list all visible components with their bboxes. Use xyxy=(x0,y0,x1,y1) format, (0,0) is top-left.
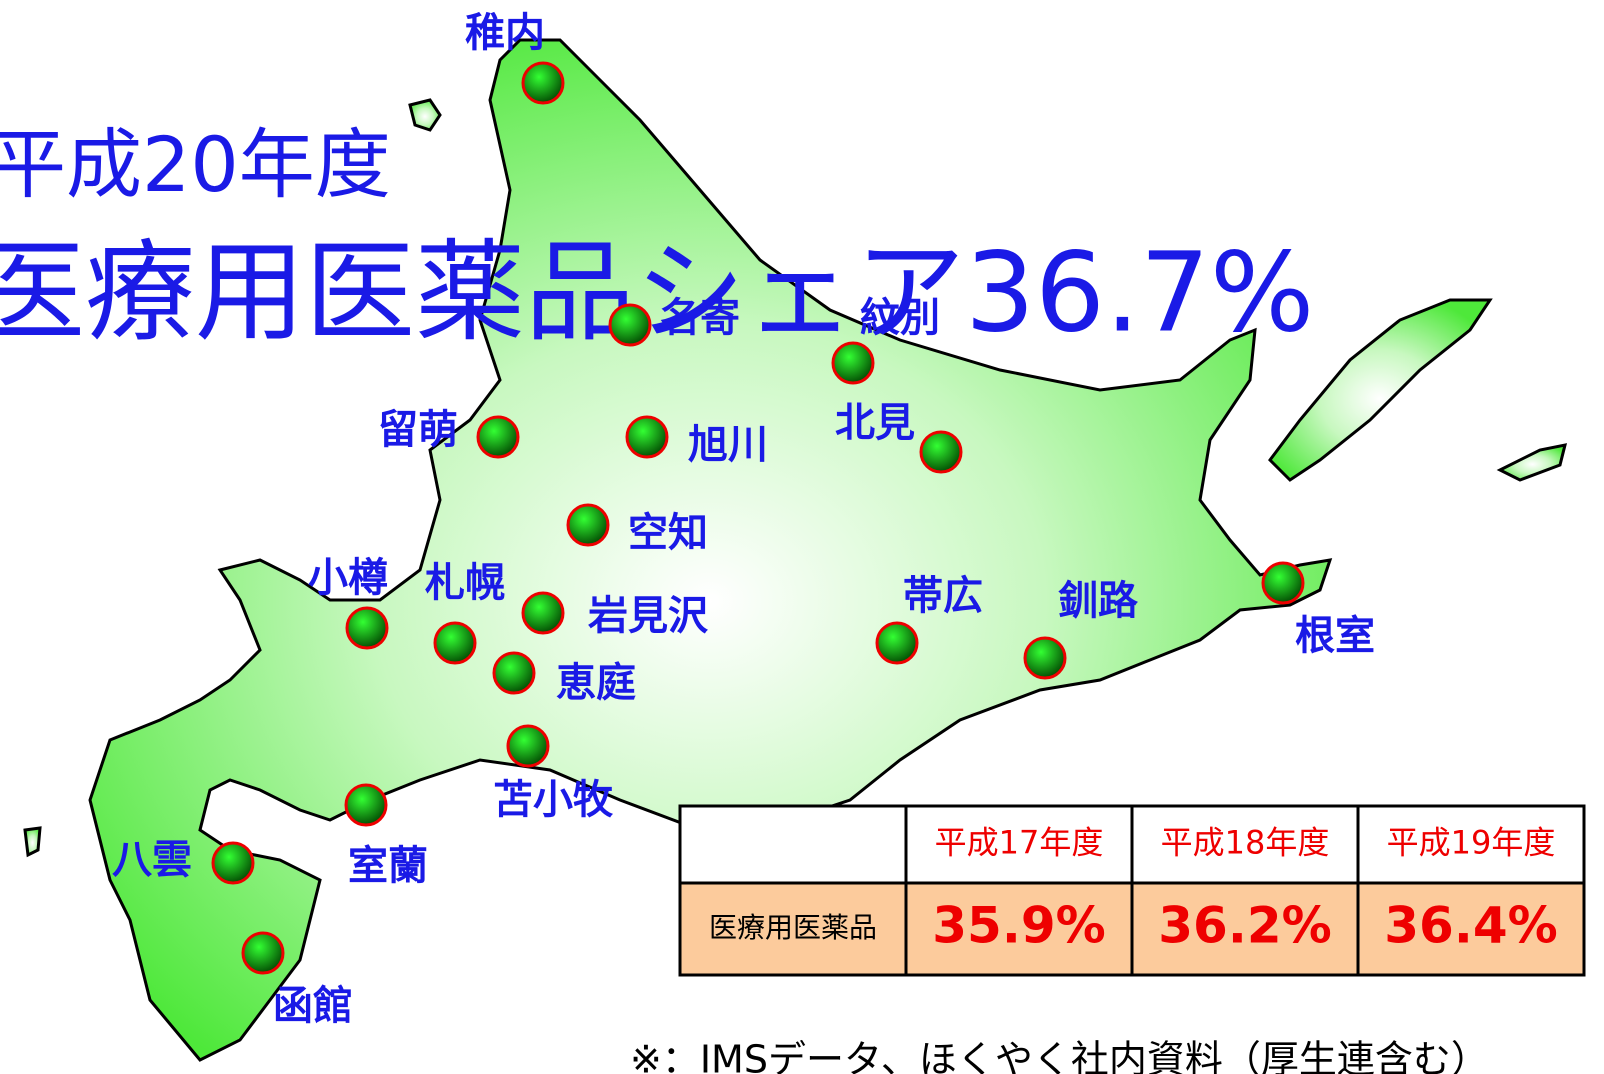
city-label: 八雲 xyxy=(112,837,192,883)
city-marker xyxy=(433,621,477,665)
share-value: 36.4% xyxy=(1384,897,1557,955)
city-marker xyxy=(211,841,255,885)
share-value: 36.2% xyxy=(1158,897,1331,955)
column-header: 平成17年度 xyxy=(935,824,1104,862)
city-label: 空知 xyxy=(628,510,708,556)
city-label: 岩見沢 xyxy=(588,593,709,639)
city-label: 釧路 xyxy=(1058,578,1139,624)
city-label: 紋別 xyxy=(860,295,940,341)
city-label: 旭川 xyxy=(688,422,768,468)
city-marker xyxy=(875,621,919,665)
city-marker xyxy=(521,61,565,105)
city-marker xyxy=(492,651,536,695)
share-table: 医療用医薬品 平成17年度 35.9% 平成18年度 36.2% 平成19年度 36.4% xyxy=(678,804,1586,977)
city-label: 室蘭 xyxy=(348,843,428,889)
city-label: 稚内 xyxy=(465,10,545,56)
city-marker xyxy=(919,430,963,474)
city-label: 札幌 xyxy=(425,560,505,606)
city-marker xyxy=(1023,636,1067,680)
city-marker xyxy=(608,303,652,347)
city-label: 恵庭 xyxy=(556,660,636,706)
footnote: ※：IMSデータ、ほくやく社内資料（厚生連含む） xyxy=(630,1038,1489,1074)
column-header: 平成19年度 xyxy=(1387,824,1556,862)
title: 平成20年度 xyxy=(0,120,391,209)
city-label: 根室 xyxy=(1295,613,1375,659)
city-marker xyxy=(625,415,669,459)
city-label: 留萌 xyxy=(378,407,458,453)
share-value: 35.9% xyxy=(932,897,1105,955)
city-marker xyxy=(1261,561,1305,605)
city-label: 帯広 xyxy=(903,573,983,619)
city-marker xyxy=(344,783,388,827)
row-label: 医療用医薬品 xyxy=(709,911,877,944)
city-marker xyxy=(831,341,875,385)
hokkaido-land xyxy=(23,38,1568,1062)
city-marker xyxy=(506,724,550,768)
city-marker xyxy=(345,606,389,650)
city-label: 北見 xyxy=(835,400,915,446)
city-label: 名寄 xyxy=(660,295,740,341)
city-marker xyxy=(521,591,565,635)
city-marker xyxy=(566,503,610,547)
city-marker xyxy=(241,931,285,975)
column-header: 平成18年度 xyxy=(1161,824,1330,862)
headline: 医療用医薬品シェア36.7% xyxy=(0,228,1314,356)
city-label: 苫小牧 xyxy=(493,777,614,823)
city-label: 函館 xyxy=(273,983,353,1029)
city-label: 小樽 xyxy=(308,555,388,601)
city-marker xyxy=(476,415,520,459)
